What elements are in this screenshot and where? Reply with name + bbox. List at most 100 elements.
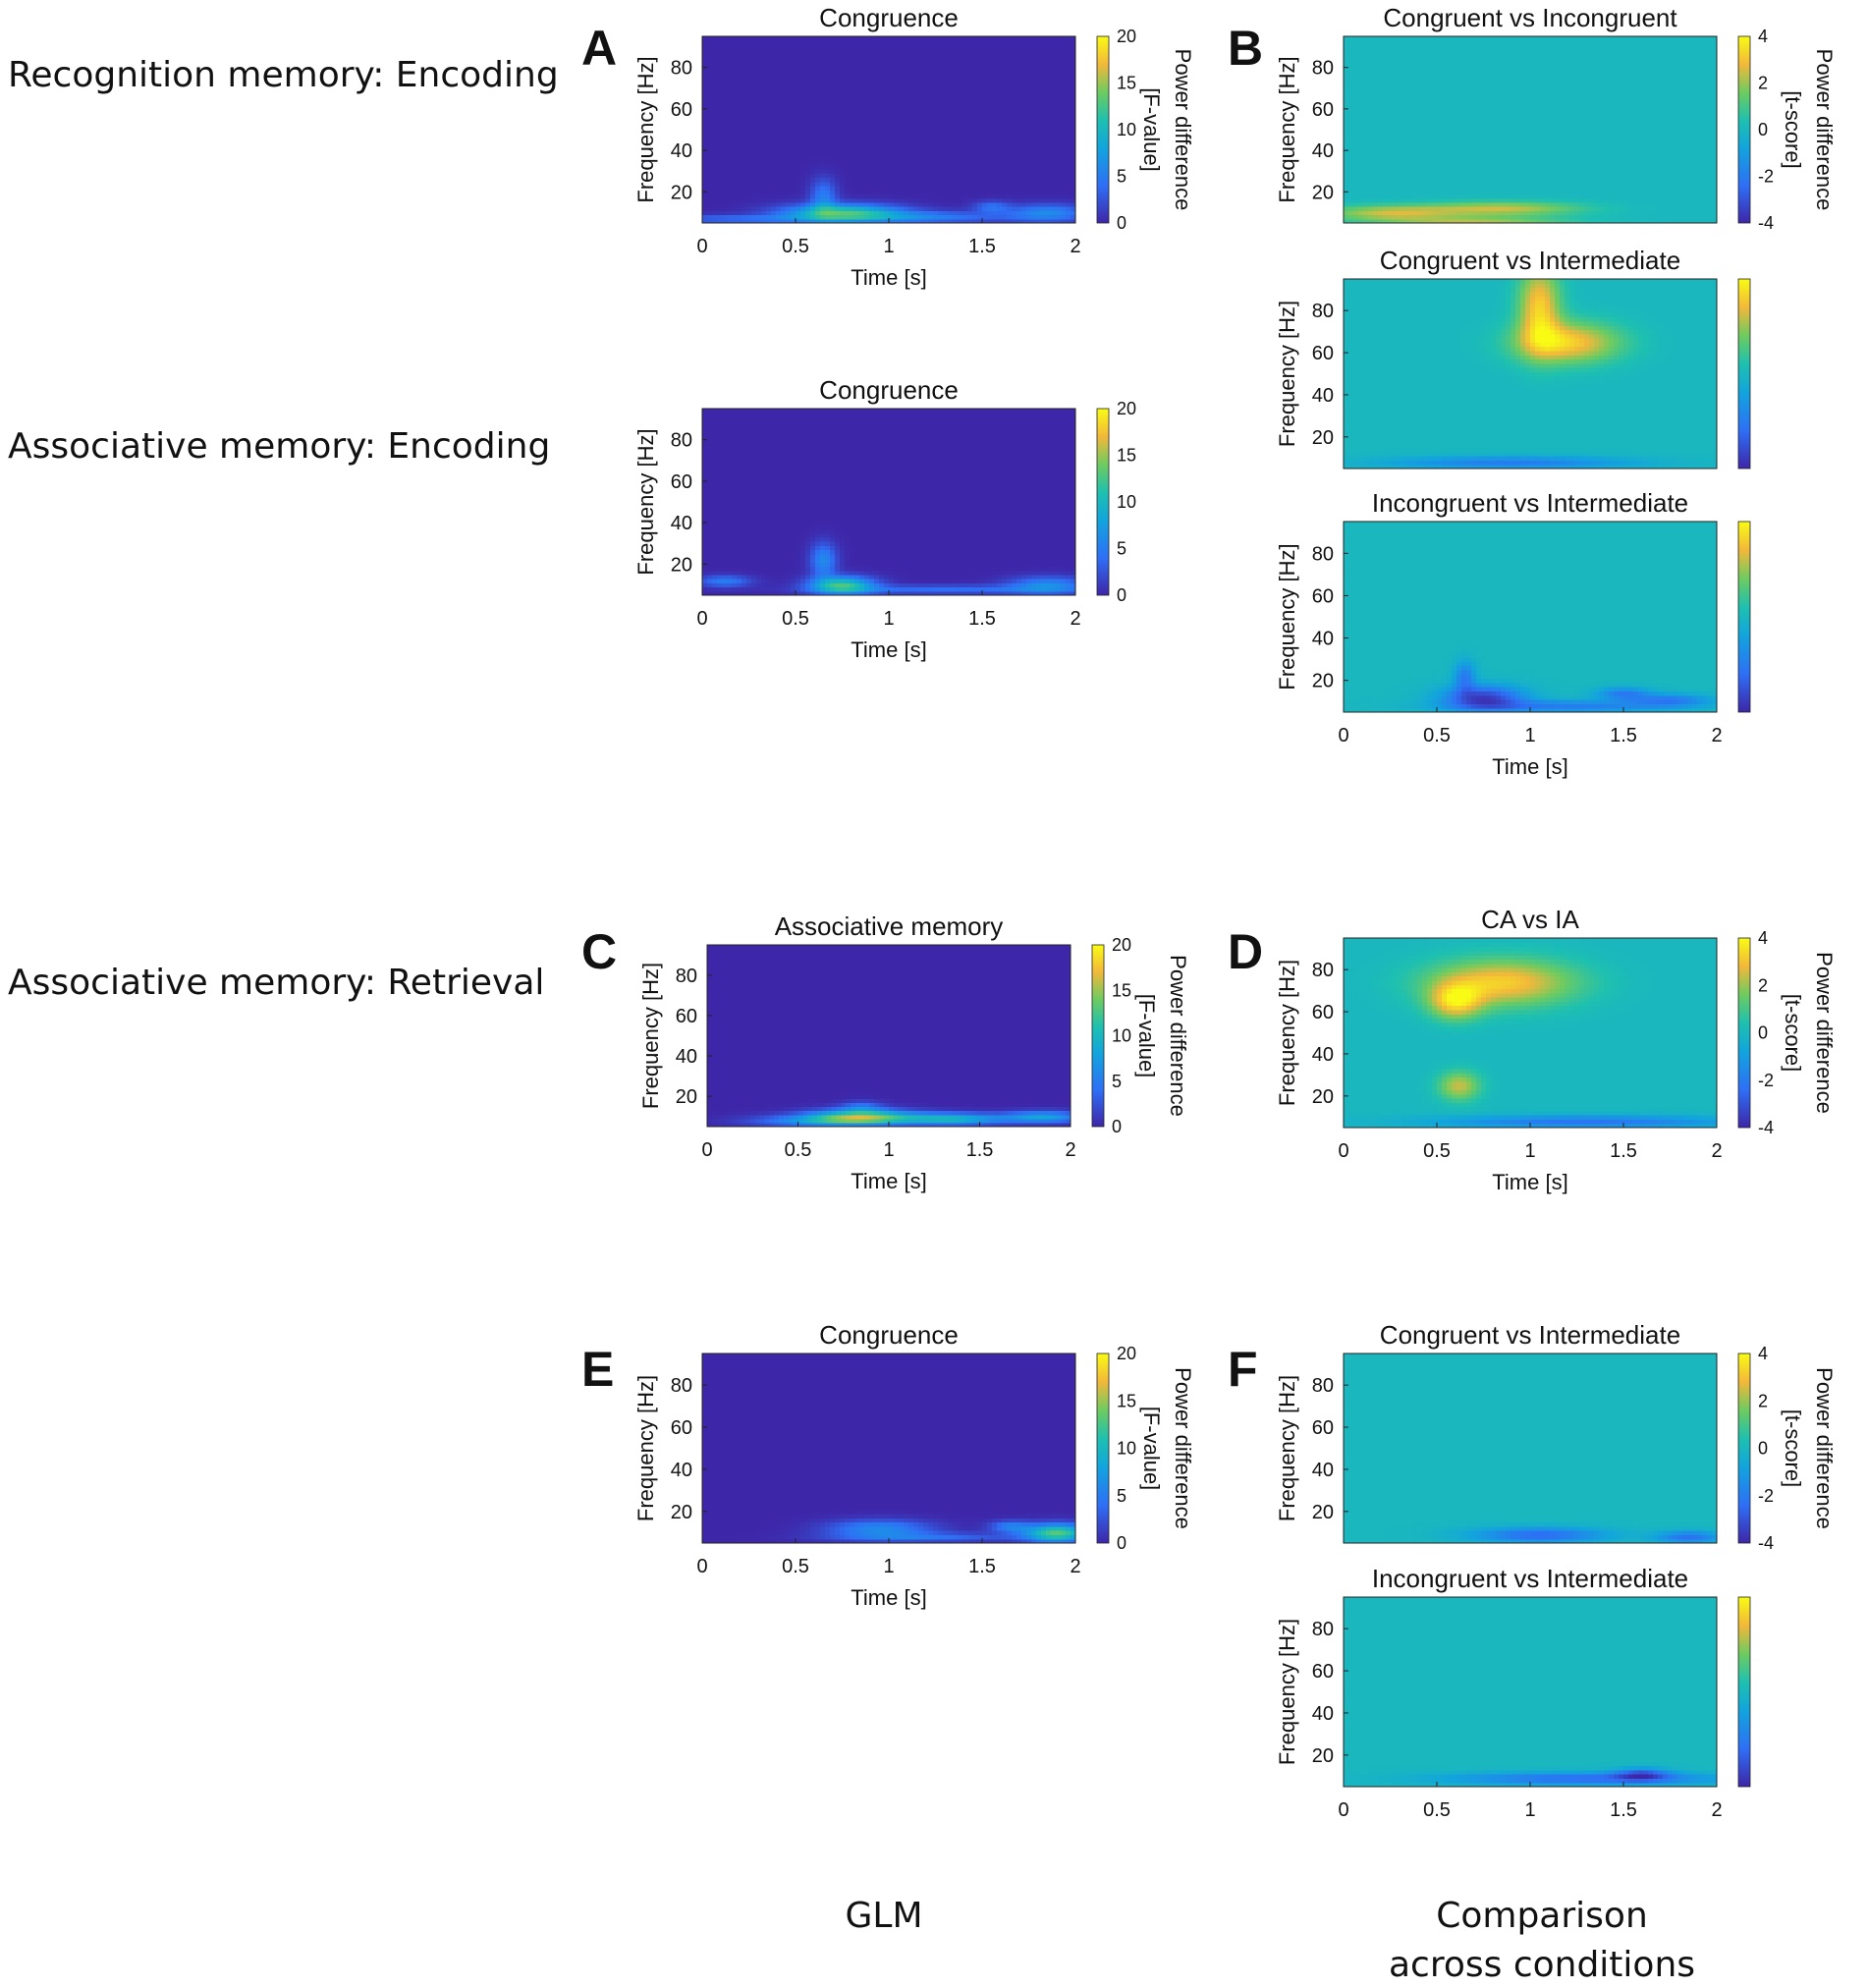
heatmap-cell (771, 57, 777, 62)
heatmap-cell (717, 124, 723, 129)
heatmap-cell (732, 215, 738, 220)
heatmap-cell (756, 169, 762, 174)
heatmap-cell (766, 82, 772, 86)
heatmap-cell (766, 161, 772, 166)
heatmap-cell (722, 186, 728, 191)
heatmap-cell (737, 107, 742, 112)
heatmap-cell (717, 178, 723, 183)
heatmap-cell (746, 156, 752, 161)
heatmap-cell (800, 190, 806, 194)
heatmap-cell (756, 94, 762, 99)
heatmap-cell (732, 182, 738, 187)
heatmap-cell (712, 128, 718, 133)
heatmap-cell (756, 156, 762, 161)
heatmap-cell (707, 210, 713, 215)
heatmap-cell (702, 70, 708, 75)
heatmap-cell (796, 156, 801, 161)
heatmap-cell (746, 202, 752, 207)
heatmap-cell (766, 70, 772, 75)
heatmap-cell (712, 136, 718, 140)
heatmap-cell (766, 78, 772, 83)
heatmap-cell (707, 36, 713, 41)
heatmap-cell (756, 215, 762, 220)
heatmap-cell (732, 40, 738, 45)
heatmap-cell (766, 57, 772, 62)
heatmap-cell (732, 132, 738, 137)
heatmap-cell (746, 165, 752, 170)
heatmap-cell (712, 140, 718, 145)
heatmap-cell (727, 44, 733, 49)
heatmap-cell (702, 206, 708, 211)
heatmap-cell (781, 61, 787, 66)
heatmap-cell (781, 53, 787, 58)
heatmap-cell (732, 61, 738, 66)
heatmap-cell (742, 148, 747, 153)
heatmap-cell (722, 193, 728, 198)
heatmap-cell (742, 103, 747, 108)
heatmap-cell (771, 193, 777, 198)
heatmap-cell (786, 193, 792, 198)
heatmap-cell (771, 173, 777, 178)
heatmap-cell (751, 198, 757, 203)
heatmap-cell (737, 86, 742, 91)
heatmap-cell (791, 124, 797, 129)
heatmap-cell (781, 66, 787, 71)
heatmap-cell (766, 190, 772, 194)
heatmap-cell (791, 66, 797, 71)
heatmap-cell (761, 193, 767, 198)
heatmap-cell (707, 140, 713, 145)
heatmap-cell (702, 36, 708, 41)
heatmap-cell (771, 107, 777, 112)
heatmap-cell (786, 206, 792, 211)
heatmap-cell (791, 94, 797, 99)
heatmap-cell (796, 186, 801, 191)
heatmap-cell (727, 107, 733, 112)
heatmap-cell (776, 144, 782, 149)
heatmap-cell (732, 169, 738, 174)
heatmap-cell (756, 90, 762, 95)
heatmap-cell (751, 193, 757, 198)
heatmap-cell (751, 128, 757, 133)
heatmap-cell (712, 144, 718, 149)
heatmap-cell (776, 94, 782, 99)
heatmap-cell (732, 103, 738, 108)
heatmap-cell (786, 132, 792, 137)
heatmap-cell (786, 165, 792, 170)
heatmap-cell (796, 128, 801, 133)
heatmap-cell (722, 103, 728, 108)
heatmap-cell (742, 186, 747, 191)
heatmap-cell (756, 53, 762, 58)
heatmap-cell (722, 44, 728, 49)
heatmap-cell (791, 152, 797, 157)
heatmap-cell (766, 94, 772, 99)
heatmap-cell (702, 90, 708, 95)
heatmap-cell (800, 193, 806, 198)
heatmap-cell (727, 94, 733, 99)
heatmap-cell (707, 61, 713, 66)
heatmap-cell (751, 107, 757, 112)
heatmap-cell (717, 210, 723, 215)
heatmap-cell (717, 173, 723, 178)
heatmap-cell (722, 66, 728, 71)
heatmap-cell (786, 136, 792, 140)
heatmap-cell (756, 66, 762, 71)
heatmap-cell (712, 66, 718, 71)
heatmap-cell (746, 128, 752, 133)
heatmap-cell (712, 70, 718, 75)
heatmap-cell (781, 36, 787, 41)
heatmap-cell (796, 70, 801, 75)
heatmap-cell (791, 173, 797, 178)
heatmap-cell (781, 161, 787, 166)
heatmap-cell (707, 215, 713, 220)
heatmap-cell (766, 202, 772, 207)
heatmap-cell (717, 86, 723, 91)
heatmap-cell (796, 124, 801, 129)
heatmap-cell (776, 140, 782, 145)
heatmap-cell (751, 111, 757, 116)
heatmap-cell (781, 128, 787, 133)
heatmap-cell (776, 165, 782, 170)
heatmap-cell (751, 40, 757, 45)
heatmap-cell (781, 57, 787, 62)
heatmap-cell (791, 74, 797, 79)
heatmap-cell (781, 140, 787, 145)
